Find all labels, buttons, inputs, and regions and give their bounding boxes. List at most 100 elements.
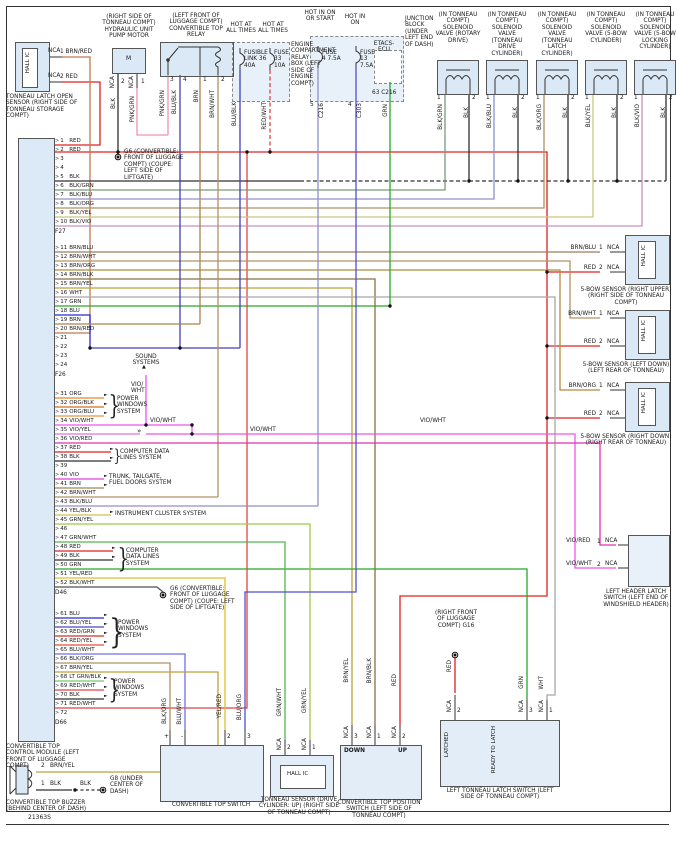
pin-number: 3 xyxy=(60,156,64,162)
pin-wire-color: VIO/WHT xyxy=(69,418,94,424)
wire-label: ► xyxy=(104,411,108,416)
pin-number: 16 xyxy=(60,290,68,296)
pin-number: 61 xyxy=(60,611,68,617)
pin-number: 62 xyxy=(60,620,68,626)
position-down-label: DOWN xyxy=(344,748,365,754)
module-pin: 6 BLK/GRN xyxy=(55,183,135,192)
wire-label: 1 xyxy=(597,539,601,545)
wire-label: BLU/BLK xyxy=(172,90,178,115)
computer-data-label-1: COMPUTER DATA LINES SYSTEM xyxy=(120,449,170,462)
solenoid-wire-2: BLK xyxy=(612,107,618,119)
solenoid-box xyxy=(437,60,479,95)
wire-label: 5 xyxy=(310,102,314,108)
pin-number: 47 xyxy=(60,535,68,541)
sensor-pin-1: 1 xyxy=(599,245,603,251)
nca-label: NCA xyxy=(607,265,620,271)
nca-label: NCA xyxy=(607,411,620,417)
wire-label: GRN xyxy=(519,676,525,689)
fuse-33: FUSE 33 10A xyxy=(274,50,289,69)
bottom-rule xyxy=(6,824,669,825)
module-pin: 5 BLK xyxy=(55,174,135,183)
wire-label: NCA xyxy=(539,700,545,713)
pin-wire-color: BLK/WHT xyxy=(69,580,95,586)
solenoid-wire-1: BLK/BLU xyxy=(487,104,493,129)
pin-wire-color: VIO/RED xyxy=(69,436,93,442)
wire-label: ► xyxy=(112,546,116,551)
connector-label: D46 xyxy=(55,590,67,596)
pin-wire-color: BRN/WHT xyxy=(69,490,96,496)
sheet-id: 21363S xyxy=(28,814,51,821)
nca-label: NCA xyxy=(607,339,620,345)
wire-label: BRN/YEL xyxy=(50,763,75,769)
pin-number: 44 xyxy=(60,508,68,514)
pin-number: 69 xyxy=(60,683,68,689)
solenoid-wire-2: BLK xyxy=(513,107,519,119)
wire-label: NCA xyxy=(392,726,398,739)
tonneau-latch-switch xyxy=(440,720,560,787)
nca-label: NCA xyxy=(607,245,620,251)
pin-number: 19 xyxy=(60,317,68,323)
solenoid-pin-2: 2 xyxy=(571,95,575,101)
hall-ic-label: HALL IC xyxy=(641,320,647,342)
pin-number: 72 xyxy=(60,710,68,716)
solenoid-box xyxy=(486,60,528,95)
pin-wire-color: RED/WHT xyxy=(69,701,96,707)
module-pin: 24 xyxy=(55,362,135,371)
wire-label: ► xyxy=(104,640,108,645)
pin-wire-color: LT GRN/BLK xyxy=(69,674,102,680)
top-relay-label: (LEFT FRONT OF LUGGAGE COMPT) CONVERTIBL… xyxy=(169,13,223,39)
wire-label: 1 xyxy=(41,781,45,787)
wire-label: C216 xyxy=(319,103,325,119)
pin-wire-color: RED/YEL xyxy=(69,638,93,644)
module-pin-group-f27: 1 RED 2 RED 3 4 5 BLK 6 BLK/GRN 7 BLK/BLU 8 BLK/ORG 9B… xyxy=(55,138,135,235)
tonneau-latch-open-sensor: HALL IC xyxy=(15,42,50,92)
pin-number: 64 xyxy=(60,638,68,644)
pump-motor xyxy=(112,48,146,74)
ground-g6-top: G6 (CONVERTIBLE: FRONT OF LUGGAGE COMPT)… xyxy=(124,149,184,181)
pin-number: 22 xyxy=(60,344,68,350)
wire-label: 1 xyxy=(549,708,553,714)
hall-ic-label: HALL IC xyxy=(287,771,309,777)
wire-label: M xyxy=(126,55,132,62)
wire-label: ► xyxy=(104,631,108,636)
top-buzzer-label: CONVERTIBLE TOP BUZZER (BEHIND CENTER OF… xyxy=(6,800,87,813)
wire-label: 1 xyxy=(377,734,381,740)
wire-label: VIO/WHT xyxy=(250,427,276,433)
pin-wire-color: BRN/RED xyxy=(69,326,95,332)
hot-at-all-times-2: HOT AT ALL TIMES xyxy=(258,22,288,35)
module-pin: 2 RED xyxy=(55,147,135,156)
pin-wire-color: ORG/BLK xyxy=(69,400,94,406)
pin-number: 52 xyxy=(60,580,68,586)
wire-label: ► xyxy=(104,694,108,699)
wire-label: ► xyxy=(112,555,116,560)
pin-wire-color: BLK/BLU xyxy=(69,499,93,505)
module-pin: 9 BLK/YEL xyxy=(55,210,135,219)
pin-wire-color: YEL/BLK xyxy=(69,508,92,514)
pin-wire-color: VIO/YEL xyxy=(69,427,91,433)
wire-label: GRN/WHT xyxy=(277,688,283,717)
nca-label: NCA xyxy=(607,311,620,317)
module-pin: 21 xyxy=(55,335,135,344)
nca-label: NCA xyxy=(607,383,620,389)
pin-number: 68 xyxy=(60,674,68,680)
fusible-link-36: FUSIBLE LINK 36 40A xyxy=(244,50,268,69)
wire-label: WHT xyxy=(539,676,545,690)
pin-wire-color: BLK/ORG xyxy=(69,656,94,662)
sound-systems-label: SOUND SYSTEMS xyxy=(132,354,160,367)
pin-number: 2 xyxy=(60,147,64,153)
sensor-pin-1: 1 xyxy=(599,311,603,317)
wire-label: 3 xyxy=(170,77,174,83)
wire-label: ► xyxy=(104,622,108,627)
pin-wire-color: BRN/ORG xyxy=(69,263,96,269)
solenoid-pin-1: 1 xyxy=(486,95,490,101)
pin-number: 49 xyxy=(60,553,68,559)
wire-label: 63 C216 xyxy=(372,90,397,96)
